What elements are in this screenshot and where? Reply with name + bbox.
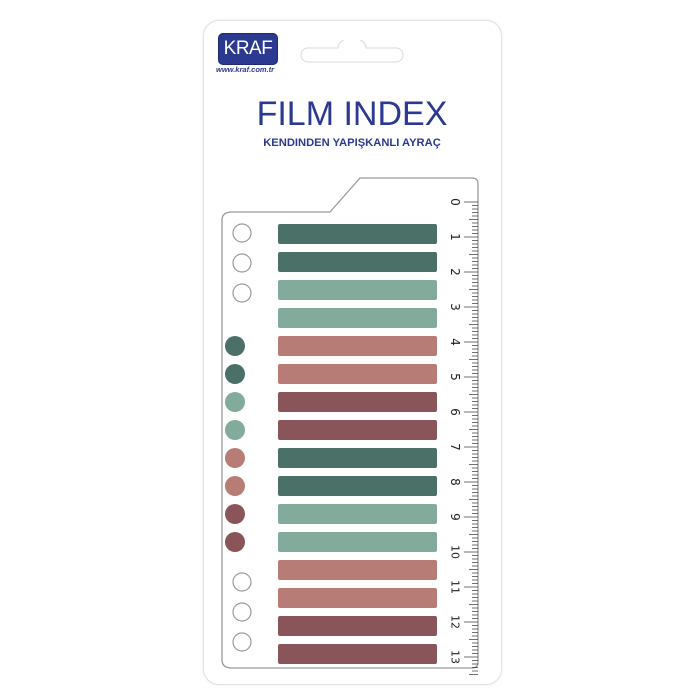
index-strip-salmon (278, 560, 437, 580)
binder-hole (232, 223, 252, 243)
index-strip-dark-teal (278, 224, 437, 244)
color-dot-salmon (225, 448, 245, 468)
ruler-label: 4 (448, 338, 462, 346)
ruler-label: 10 (449, 545, 462, 559)
index-strip-salmon (278, 588, 437, 608)
index-strip-light-teal (278, 532, 437, 552)
ruler-label: 2 (448, 268, 462, 276)
binder-hole (232, 283, 252, 303)
index-strip-rose (278, 392, 437, 412)
ruler-label: 5 (448, 373, 462, 381)
brand-url: www.kraf.com.tr (216, 65, 275, 74)
index-strip-salmon (278, 336, 437, 356)
product-subtitle: KENDINDEN YAPIŞKANLI AYRAÇ (263, 137, 441, 149)
index-strip-rose (278, 616, 437, 636)
binder-hole (232, 602, 252, 622)
index-strip-light-teal (278, 308, 437, 328)
color-dot-light-teal (225, 392, 245, 412)
ruler-label: 9 (448, 513, 462, 521)
index-strip-light-teal (278, 280, 437, 300)
binder-hole (232, 253, 252, 273)
color-dot-light-teal (225, 420, 245, 440)
hang-hole (300, 40, 404, 63)
color-dot-rose (225, 504, 245, 524)
index-strip-salmon (278, 364, 437, 384)
index-strip-light-teal (278, 504, 437, 524)
ruler-label: 1 (448, 233, 462, 241)
ruler-label: 7 (448, 443, 462, 451)
ruler-label: 12 (449, 615, 462, 629)
index-strip-dark-teal (278, 448, 437, 468)
color-dot-salmon (225, 476, 245, 496)
ruler-label: 11 (449, 580, 462, 594)
product-title: FILM INDEX (256, 95, 448, 133)
ruler-label: 13 (449, 650, 462, 664)
index-strip-rose (278, 644, 437, 664)
ruler-label: 0 (448, 198, 462, 206)
index-strip-rose (278, 420, 437, 440)
color-dot-dark-teal (225, 364, 245, 384)
ruler-label: 3 (448, 303, 462, 311)
index-strip-dark-teal (278, 252, 437, 272)
binder-hole (232, 572, 252, 592)
ruler-label: 8 (448, 478, 462, 486)
color-dot-dark-teal (225, 336, 245, 356)
binder-hole (232, 632, 252, 652)
ruler-label: 6 (448, 408, 462, 416)
kraf-logo: KRAF (218, 33, 278, 65)
color-dot-rose (225, 532, 245, 552)
index-strip-dark-teal (278, 476, 437, 496)
